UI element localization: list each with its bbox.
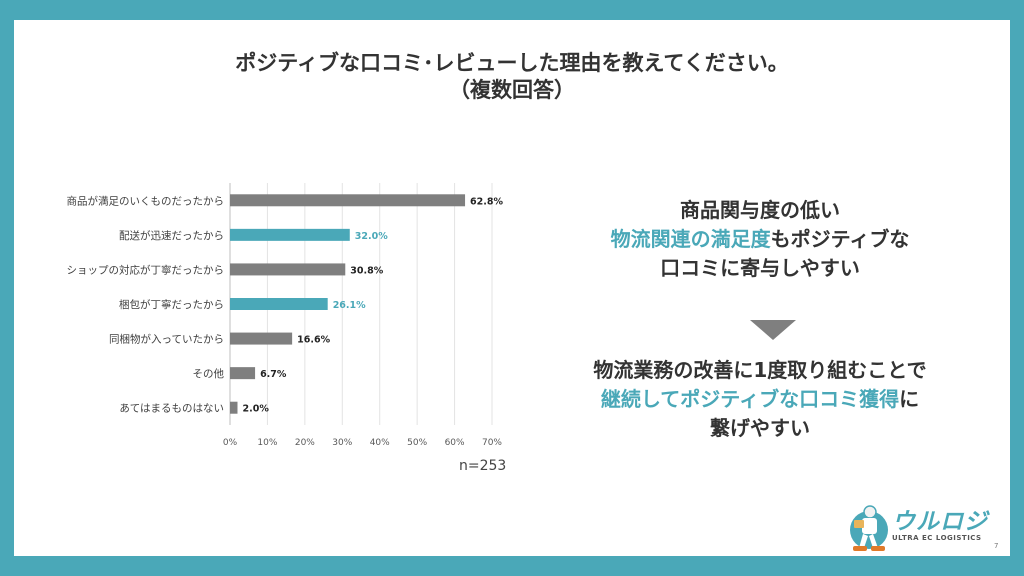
bar — [230, 367, 256, 380]
tick-label: 10% — [257, 438, 277, 448]
bar — [230, 228, 350, 241]
title-line-2: （複数回答） — [449, 78, 575, 102]
bar-chart: 商品が満足のいくものだったから配送が迅速だったからショップの対応が丁寧だったから… — [67, 183, 503, 448]
brand-logo: ウルロジ ULTRA EC LOGISTICS — [848, 500, 998, 554]
value-labels: 62.8% 32.0% 30.8% 26.1% 16.6% 6.7% 2.0% — [242, 196, 503, 414]
worker-mascot-icon — [850, 505, 888, 551]
slide-title: ポジティブな口コミ･レビューした理由を教えてください。 （複数回答） — [14, 50, 1010, 104]
tick-label: 40% — [370, 438, 390, 448]
summary-1-line-2-rest: もポジティブな — [770, 227, 910, 251]
bar — [230, 263, 346, 276]
tick-label: 30% — [332, 438, 352, 448]
logo-wordmark: ウルロジ — [892, 509, 988, 535]
tick-label: 0% — [223, 438, 238, 448]
value-label: 32.0% — [355, 231, 388, 242]
bar — [230, 194, 466, 207]
title-line-1: ポジティブな口コミ･レビューした理由を教えてください。 — [235, 51, 789, 75]
summary-2-line-3: 繋げやすい — [710, 416, 810, 440]
value-label: 2.0% — [242, 404, 269, 415]
value-label: 62.8% — [470, 196, 503, 207]
sample-size-label: n=253 — [459, 458, 507, 474]
category-label: 梱包が丁寧だったから — [119, 298, 224, 311]
value-label: 6.7% — [260, 369, 287, 380]
bars — [230, 194, 466, 414]
summary-1-line-3: 口コミに寄与しやすい — [660, 256, 860, 280]
category-label: ショップの対応が丁寧だったから — [67, 263, 225, 276]
value-label: 26.1% — [333, 300, 366, 311]
summary-2-line-2-rest: に — [899, 387, 920, 411]
value-label: 16.6% — [297, 335, 330, 346]
summary-2-line-1: 物流業務の改善に1度取り組むことで — [593, 358, 927, 382]
bar — [230, 401, 238, 414]
summary-block-2: 物流業務の改善に1度取り組むことで 継続してポジティブな口コミ獲得に 繋げやすい — [554, 356, 966, 443]
summary-1-line-2: 物流関連の満足度もポジティブな — [554, 225, 966, 254]
logo-tagline: ULTRA EC LOGISTICS — [892, 534, 982, 542]
summary-1-accent: 物流関連の満足度 — [610, 227, 771, 251]
category-label: その他 — [193, 367, 225, 380]
value-label: 30.8% — [350, 265, 383, 276]
slide: ポジティブな口コミ･レビューした理由を教えてください。 （複数回答） 商品が満足… — [14, 20, 1010, 556]
tick-label: 20% — [295, 438, 315, 448]
tick-label: 70% — [482, 438, 502, 448]
page-number: 7 — [994, 542, 999, 550]
down-arrow-icon — [750, 320, 796, 340]
tick-label: 60% — [445, 438, 465, 448]
bar — [230, 332, 293, 345]
tick-label: 50% — [407, 438, 427, 448]
category-label: あてはまるものはない — [119, 403, 224, 415]
summary-block-1: 商品関与度の低い 物流関連の満足度もポジティブな 口コミに寄与しやすい — [554, 196, 966, 283]
bar — [230, 298, 328, 310]
category-label: 配送が迅速だったから — [119, 229, 224, 242]
category-label: 商品が満足のいくものだったから — [67, 194, 225, 207]
category-labels: 商品が満足のいくものだったから配送が迅速だったからショップの対応が丁寧だったから… — [67, 194, 225, 414]
summary-1-line-1: 商品関与度の低い — [680, 198, 840, 222]
summary-2-accent: 継続してポジティブな口コミ獲得 — [600, 387, 900, 411]
summary-2-line-2: 継続してポジティブな口コミ獲得に — [554, 385, 966, 414]
category-label: 同梱物が入っていたから — [109, 333, 224, 346]
tick-labels: 0% 10% 20% 30% 40% 50% 60% 70% — [223, 438, 503, 448]
